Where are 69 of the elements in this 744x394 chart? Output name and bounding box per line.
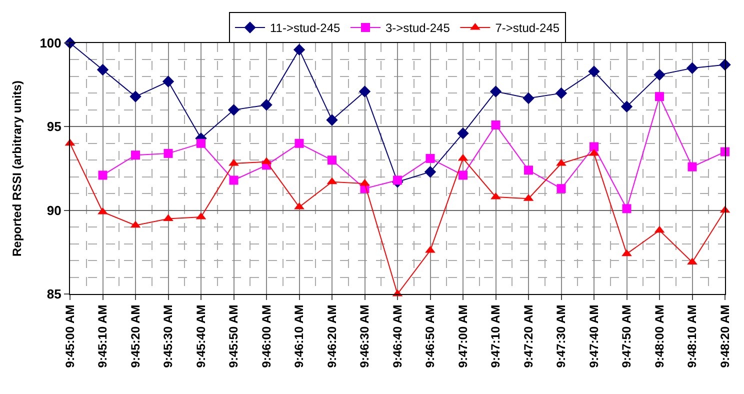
x-tick-label: 9:45:10 AM — [96, 304, 110, 368]
x-tick-label: 9:46:20 AM — [324, 304, 339, 368]
y-axis-title: Reported RSSI (arbitrary units) — [10, 80, 24, 257]
point — [490, 192, 501, 200]
point — [424, 166, 436, 178]
x-tick-label: 9:48:20 AM — [718, 304, 732, 368]
point — [229, 176, 238, 185]
point — [228, 104, 240, 116]
x-tick-label: 9:46:00 AM — [259, 304, 274, 368]
point — [260, 99, 272, 111]
x-tick-label: 9:47:00 AM — [456, 304, 470, 368]
x-tick-label: 9:45:30 AM — [161, 304, 176, 368]
x-tick-label: 9:46:10 AM — [292, 304, 306, 368]
point — [162, 76, 174, 88]
point — [588, 66, 600, 78]
point — [458, 170, 468, 180]
x-tick-label: 9:46:50 AM — [423, 304, 438, 368]
legend-label: 3->stud-245 — [385, 21, 450, 36]
legend-label: 11->stud-245 — [270, 21, 340, 36]
x-tick-label: 9:47:10 AM — [488, 304, 503, 368]
point — [686, 62, 698, 74]
point — [491, 120, 500, 130]
x-tick-label: 9:47:30 AM — [554, 304, 568, 368]
y-tick-label: 85 — [46, 286, 62, 302]
point — [556, 184, 566, 194]
x-tick-label: 9:45:20 AM — [128, 304, 142, 368]
point — [98, 170, 108, 180]
point — [426, 154, 435, 163]
point — [688, 162, 697, 172]
point — [393, 176, 402, 185]
point — [457, 128, 469, 140]
y-tick-label: 100 — [40, 36, 62, 51]
point — [228, 158, 239, 166]
point — [622, 249, 632, 256]
point — [294, 138, 304, 148]
x-tick-label: 9:45:40 AM — [194, 304, 208, 368]
x-tick-label: 9:47:20 AM — [521, 304, 536, 368]
point — [358, 86, 371, 98]
y-tick-label: 95 — [46, 119, 62, 134]
point — [164, 148, 173, 158]
x-tick-label: 9:46:40 AM — [390, 304, 404, 368]
x-tick-label: 9:46:30 AM — [358, 304, 372, 368]
point — [522, 92, 534, 104]
point — [524, 166, 533, 175]
point — [294, 202, 304, 210]
point — [96, 64, 109, 76]
point — [556, 158, 566, 166]
x-tick-label: 9:45:00 AM — [62, 304, 77, 368]
point — [131, 150, 140, 160]
point — [655, 92, 664, 102]
x-tick-label: 9:47:40 AM — [586, 304, 601, 368]
x-tick-label: 9:47:50 AM — [620, 304, 634, 368]
x-tick-label: 9:45:50 AM — [226, 304, 241, 368]
point — [130, 90, 142, 102]
point — [293, 44, 306, 56]
point — [328, 156, 336, 165]
y-tick-label: 90 — [46, 202, 62, 218]
x-tick-label: 9:48:00 AM — [652, 304, 666, 368]
point — [555, 87, 568, 100]
x-tick-label: 9:48:10 AM — [685, 304, 700, 368]
point — [622, 204, 632, 214]
point — [425, 246, 436, 253]
point — [196, 138, 206, 148]
point — [654, 68, 666, 81]
legend-label: 7->stud-245 — [495, 21, 560, 36]
point — [620, 100, 633, 112]
point — [590, 142, 598, 152]
point — [490, 86, 502, 98]
point — [326, 114, 338, 126]
